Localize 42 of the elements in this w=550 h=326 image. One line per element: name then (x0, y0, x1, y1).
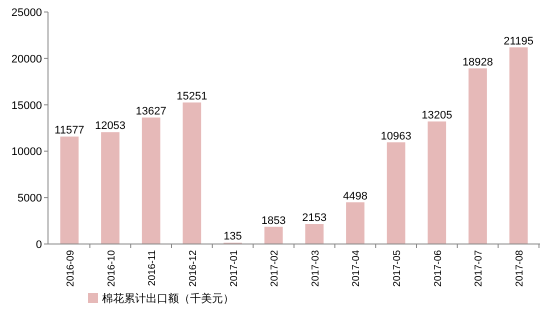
bar (346, 202, 364, 244)
bar (428, 121, 446, 244)
bar (468, 68, 487, 244)
y-tick-label: 0 (36, 239, 42, 251)
bar (182, 102, 202, 244)
x-tick-label: 2017-07 (474, 250, 485, 287)
x-tick-label: 2017-04 (351, 250, 362, 287)
data-label: 15251 (176, 90, 208, 102)
x-tick-label: 2017-03 (310, 250, 322, 287)
bar (386, 142, 406, 244)
bar (509, 47, 528, 244)
x-tick-label: 2017-06 (432, 250, 444, 287)
data-label: 135 (224, 230, 242, 243)
legend-label: 棉花累计出口额（千美元） (102, 292, 234, 305)
data-label: 1853 (261, 214, 286, 227)
x-tick-label: 2017-01 (228, 250, 240, 287)
x-tick-label: 2016-11 (147, 250, 158, 286)
x-tick-label: 2016-10 (106, 250, 118, 287)
data-label: 18928 (462, 56, 494, 68)
data-label: 13205 (422, 109, 452, 122)
data-label: 4498 (343, 190, 368, 202)
bar (60, 136, 79, 244)
bar (142, 118, 160, 244)
x-tick-label: 2016-12 (188, 250, 199, 287)
bar (264, 226, 283, 244)
data-label: 2153 (302, 212, 327, 224)
data-label: 12053 (94, 120, 126, 132)
y-tick-label: 10000 (11, 146, 42, 158)
y-tick-label: 5000 (18, 192, 42, 205)
y-tick-label: 25000 (11, 7, 42, 19)
data-label: 10963 (380, 130, 412, 142)
x-tick-label: 2016-09 (65, 250, 76, 287)
data-label: 21195 (504, 35, 534, 48)
data-label: 13627 (136, 106, 166, 118)
x-tick-label: 2017-05 (392, 250, 404, 287)
y-tick-label: 15000 (11, 100, 42, 112)
bar (305, 224, 324, 244)
x-tick-label: 2017-02 (270, 250, 281, 287)
y-tick-label: 20000 (11, 53, 42, 66)
data-label: 11577 (54, 124, 84, 137)
x-tick-label: 2017-08 (514, 250, 526, 287)
bar (101, 132, 120, 244)
